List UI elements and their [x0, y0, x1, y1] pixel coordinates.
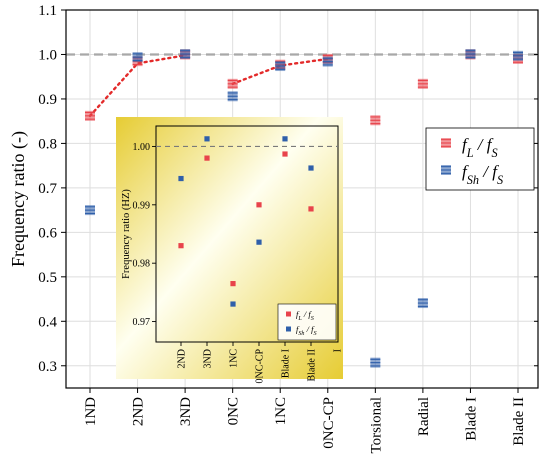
marker-l: [227, 78, 238, 89]
legend-sep: /: [302, 309, 309, 319]
marker-l: [370, 115, 381, 126]
inset-marker-sh: [178, 175, 184, 182]
inset-x-tick-label: 3ND: [203, 349, 214, 368]
inset-frame: [155, 125, 339, 343]
marker-sh: [85, 205, 95, 216]
inset-y-tick-label: 0.97: [133, 317, 151, 328]
inset-x-tick-label: 1NC: [229, 349, 240, 368]
legend-sub2: S: [311, 316, 314, 322]
y-tick-label: 0.6: [38, 225, 57, 241]
y-tick-label: 1.0: [38, 47, 57, 63]
legend-sep: /: [479, 162, 492, 181]
legend-main2: f: [308, 309, 312, 319]
inset-y-tick-label: 0.99: [133, 200, 151, 211]
inset-marker-sh: [282, 136, 288, 142]
inset-chart: 0.97 0.98 0.99 1.00 Frequency ratio (HZ) 2ND 3…: [116, 117, 344, 383]
inset-marker-l: [178, 243, 184, 249]
inset-y-tick-label: 1.00: [133, 142, 151, 153]
legend-sub1: L: [466, 146, 474, 160]
legend-marker-sh: [441, 165, 451, 175]
legend-main: f: [462, 162, 469, 181]
inset-y-axis-label: Frequency ratio (HZ): [121, 189, 132, 279]
legend-main: f: [296, 309, 300, 319]
legend-sub1: L: [297, 316, 302, 322]
inset-legend-label-sh: fSh / fS: [296, 324, 317, 337]
legend-sub1: Sh: [298, 331, 304, 337]
legend-label-sh: fSh / fS: [462, 162, 503, 187]
inset-x-tick-label-extra: I: [333, 349, 344, 352]
x-tick-label: 3ND: [178, 397, 194, 426]
legend-sub1: Sh: [467, 173, 479, 187]
x-tick-label: 1NC: [273, 397, 289, 425]
inset-marker-sh: [308, 165, 314, 171]
x-tick-label: Torsional: [368, 397, 384, 453]
x-tick-label: 2ND: [131, 397, 147, 426]
x-tick-label: Blade I: [463, 397, 479, 441]
x-tick-label: 0NC-CP: [321, 397, 337, 449]
legend-main2: f: [492, 162, 499, 181]
plot-frame: [65, 9, 539, 389]
inset-legend-marker-l: [286, 311, 291, 317]
inset-legend-marker-sh: [286, 326, 291, 332]
marker-sh: [227, 91, 238, 102]
marker-sh: [322, 56, 333, 67]
marker-sh: [513, 50, 523, 61]
inset-marker-l: [256, 202, 262, 208]
y-tick-label: 0.4: [38, 314, 57, 330]
marker-sh: [370, 357, 381, 368]
inset-marker-l: [282, 151, 288, 157]
inset-marker-l: [230, 281, 236, 287]
inset-legend-label-l: fL / fS: [296, 309, 314, 322]
y-tick-label: 0.8: [38, 136, 57, 152]
inset-marker-l: [308, 206, 314, 212]
marker-sh: [180, 49, 191, 60]
y-tick-label: 0.7: [38, 181, 57, 197]
legend-main2: f: [311, 324, 315, 334]
legend-main2: f: [487, 135, 494, 154]
y-tick-label: 0.9: [38, 92, 57, 108]
y-tick-label: 1.1: [38, 3, 57, 19]
y-tick-label: 0.5: [38, 270, 57, 286]
inset-x-tick-label: Blade II: [307, 349, 318, 382]
legend-main: f: [296, 324, 300, 334]
marker-l: [85, 110, 95, 121]
inset-marker-l: [204, 155, 210, 161]
marker-l: [417, 78, 428, 89]
x-tick-label: 0NC: [226, 397, 242, 425]
legend-main: f: [462, 135, 469, 154]
inset-x-tick-label: Blade I: [281, 349, 292, 378]
inset-marker-sh: [256, 239, 262, 245]
marker-sh: [417, 298, 428, 309]
legend-sub2: S: [313, 331, 316, 337]
inset-marker-sh: [230, 301, 236, 307]
legend-sep: /: [474, 135, 487, 154]
y-axis-label: Frequency ratio (-): [8, 131, 29, 267]
inset-x-tick-label: 2ND: [177, 349, 188, 368]
inset-marker-sh: [204, 136, 210, 142]
legend-label-l: fL / fS: [462, 135, 498, 160]
inset-legend-box: [277, 303, 337, 341]
x-tick-label: Blade II: [511, 397, 527, 446]
x-tick-label: Radial: [416, 397, 432, 436]
legend-sub2: S: [492, 146, 498, 160]
marker-sh: [465, 49, 476, 60]
inset-x-tick-label: 0NC-CP: [255, 349, 266, 384]
legend-sub2: S: [497, 173, 503, 187]
legend-marker-l: [441, 138, 451, 148]
marker-sh: [132, 52, 143, 63]
marker-sh: [275, 61, 286, 72]
inset-y-tick-label: 0.98: [133, 259, 151, 270]
y-tick-label: 0.3: [38, 359, 57, 375]
x-tick-label: 1ND: [83, 397, 99, 426]
legend-sep: /: [304, 324, 311, 334]
